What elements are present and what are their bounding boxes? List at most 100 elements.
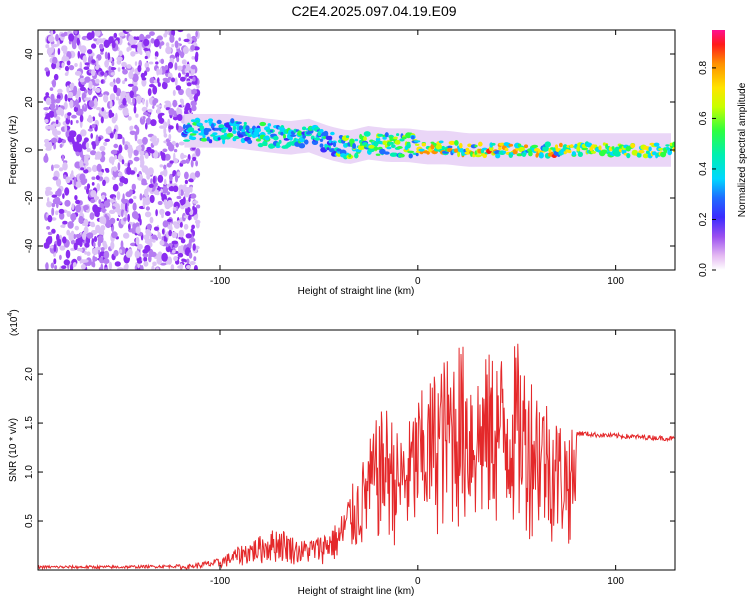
spectrogram-x-label: Height of straight line (km) <box>298 286 415 297</box>
noise-speck <box>67 112 72 116</box>
noise-speck <box>70 230 75 237</box>
noise-speck <box>152 140 159 146</box>
noise-speck <box>149 77 155 84</box>
noise-speck <box>73 106 78 113</box>
noise-speck <box>61 265 67 270</box>
signal-blob <box>382 136 387 140</box>
noise-speck <box>47 214 53 223</box>
noise-speck <box>103 94 109 103</box>
noise-speck <box>76 256 82 261</box>
noise-speck <box>45 44 50 49</box>
noise-speck <box>127 83 134 87</box>
noise-speck <box>161 81 168 90</box>
noise-speck <box>142 97 145 105</box>
noise-speck <box>44 119 49 123</box>
noise-speck <box>77 88 81 97</box>
noise-speck <box>100 71 105 76</box>
noise-speck <box>67 91 74 99</box>
snr-scale-base: (x10 <box>9 316 20 336</box>
noise-speck <box>99 145 106 152</box>
noise-speck <box>112 205 115 210</box>
noise-speck <box>163 164 167 170</box>
x-tick-label: 100 <box>607 276 624 287</box>
noise-speck <box>54 196 61 204</box>
noise-speck <box>64 94 68 102</box>
noise-speck <box>146 231 152 237</box>
noise-speck <box>45 113 53 118</box>
noise-speck <box>75 120 79 124</box>
noise-speck <box>91 176 96 180</box>
noise-speck <box>116 191 121 201</box>
noise-speck <box>103 250 110 259</box>
noise-speck <box>192 205 196 211</box>
noise-speck <box>176 220 181 224</box>
noise-speck <box>83 66 90 70</box>
noise-speck <box>156 104 162 108</box>
noise-speck <box>43 107 50 111</box>
noise-speck <box>83 97 91 101</box>
noise-speck <box>135 113 139 118</box>
signal-blob <box>195 120 200 124</box>
noise-speck <box>51 217 57 221</box>
noise-speck <box>51 202 56 208</box>
noise-speck <box>120 209 124 218</box>
signal-blob <box>645 150 650 154</box>
noise-speck <box>97 240 102 248</box>
noise-speck <box>75 233 82 239</box>
noise-speck <box>176 114 183 121</box>
noise-speck <box>102 216 107 225</box>
noise-speck <box>49 103 56 110</box>
noise-speck <box>162 220 169 228</box>
noise-speck <box>180 205 185 210</box>
noise-speck <box>64 65 70 72</box>
signal-blob <box>319 129 324 133</box>
noise-speck <box>107 52 111 61</box>
noise-speck <box>99 43 104 50</box>
signal-blob <box>349 139 355 145</box>
noise-speck <box>85 142 90 149</box>
noise-speck <box>91 43 97 49</box>
signal-blob <box>508 143 514 147</box>
noise-speck <box>150 178 153 185</box>
noise-speck <box>93 85 96 92</box>
noise-speck <box>134 250 141 259</box>
signal-blob <box>672 141 675 148</box>
noise-speck <box>125 202 128 212</box>
noise-speck <box>57 48 61 55</box>
noise-speck <box>59 254 62 260</box>
signal-blob <box>396 133 400 137</box>
signal-blob <box>665 144 670 147</box>
noise-speck <box>80 129 87 137</box>
noise-speck <box>125 250 133 258</box>
noise-speck <box>64 72 69 76</box>
signal-blob <box>421 142 426 147</box>
noise-speck <box>170 264 175 270</box>
noise-speck <box>55 104 59 111</box>
noise-speck <box>46 226 51 230</box>
noise-speck <box>156 107 161 115</box>
signal-blob <box>373 146 379 151</box>
signal-blob <box>411 135 415 140</box>
noise-speck <box>130 51 136 57</box>
noise-speck <box>95 87 101 93</box>
noise-speck <box>124 144 129 151</box>
noise-speck <box>47 197 50 203</box>
noise-speck <box>113 84 118 94</box>
signal-blob <box>394 139 401 145</box>
noise-speck <box>150 251 157 257</box>
noise-speck <box>188 178 194 183</box>
signal-blob <box>528 151 533 157</box>
x-tick-label: 0 <box>415 276 421 287</box>
noise-speck <box>57 88 63 94</box>
signal-blob <box>368 147 375 153</box>
noise-speck <box>118 182 124 187</box>
noise-speck <box>159 208 165 216</box>
noise-speck <box>71 40 76 49</box>
noise-speck <box>114 261 121 267</box>
noise-speck <box>168 133 172 141</box>
noise-speck <box>109 93 116 102</box>
signal-blob <box>278 139 282 144</box>
snr-frame <box>37 329 676 571</box>
noise-speck <box>63 174 67 180</box>
signal-blob <box>363 136 367 142</box>
